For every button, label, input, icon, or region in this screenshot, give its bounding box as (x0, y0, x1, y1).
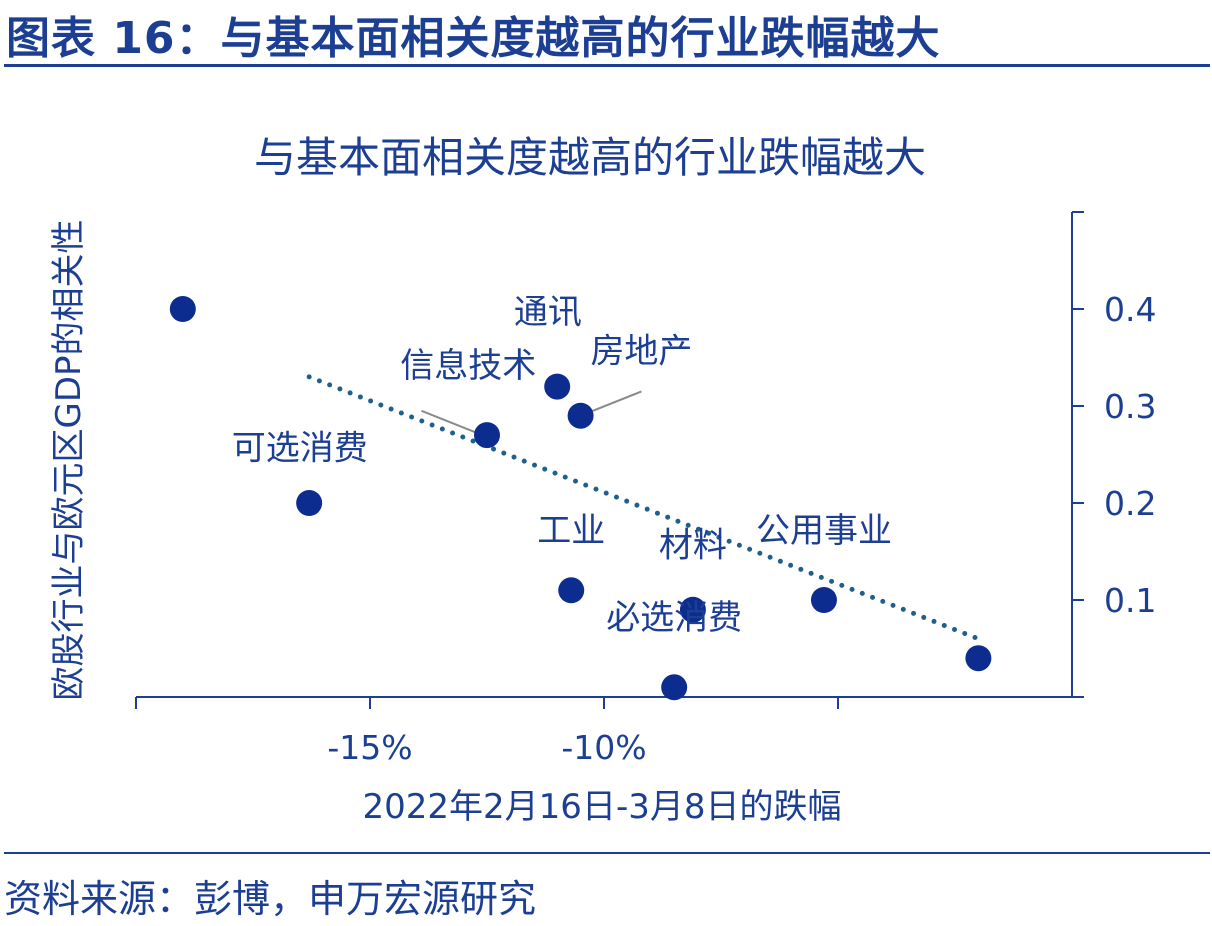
x-tick-label: -10% (561, 728, 646, 767)
data-point (661, 674, 688, 701)
y-tick-label: 0.3 (1104, 387, 1156, 426)
data-point (474, 422, 500, 449)
point-annotation: 材料 (659, 525, 727, 565)
data-point (810, 587, 837, 613)
data-point (558, 577, 585, 604)
point-annotation: 工业 (537, 511, 605, 551)
y-axis-label: 欧股行业与欧元区GDP的相关性 (49, 219, 89, 700)
bottom-rule (4, 852, 1210, 854)
axes: -15% -10% 0.1 0.2 0.3 0.4 (135, 211, 1156, 767)
data-point (567, 402, 594, 429)
point-annotation: 房地产 (590, 331, 692, 371)
data-point (679, 596, 706, 623)
point-annotation: 必选消费 (606, 598, 742, 638)
data-point (965, 645, 992, 672)
point-annotation: 通讯 (514, 293, 582, 333)
y-tick-label: 0.4 (1104, 290, 1156, 329)
point-annotation: 可选消费 (232, 428, 368, 468)
y-tick-label: 0.2 (1104, 484, 1156, 523)
x-axis-label: 2022年2月16日-3月8日的跌幅 (363, 787, 842, 827)
source-note: 资料来源：彭博，申万宏源研究 (4, 877, 537, 921)
top-rule (4, 64, 1210, 67)
data-point (169, 296, 196, 322)
x-tick-label: -15% (327, 728, 412, 767)
chart-title: 与基本面相关度越高的行业跌幅越大 (254, 133, 926, 182)
figure-title: 图表 16：与基本面相关度越高的行业跌幅越大 (6, 13, 941, 64)
leader-line (421, 409, 483, 437)
leader-lines (421, 390, 642, 437)
point-annotation: 信息技术 (400, 346, 536, 386)
point-annotation: 公用事业 (756, 511, 892, 551)
data-point (296, 490, 323, 516)
y-tick-label: 0.1 (1104, 581, 1156, 620)
points-group (169, 296, 992, 701)
trendline-group (306, 374, 981, 642)
data-point (544, 373, 571, 400)
trendline (306, 374, 981, 642)
